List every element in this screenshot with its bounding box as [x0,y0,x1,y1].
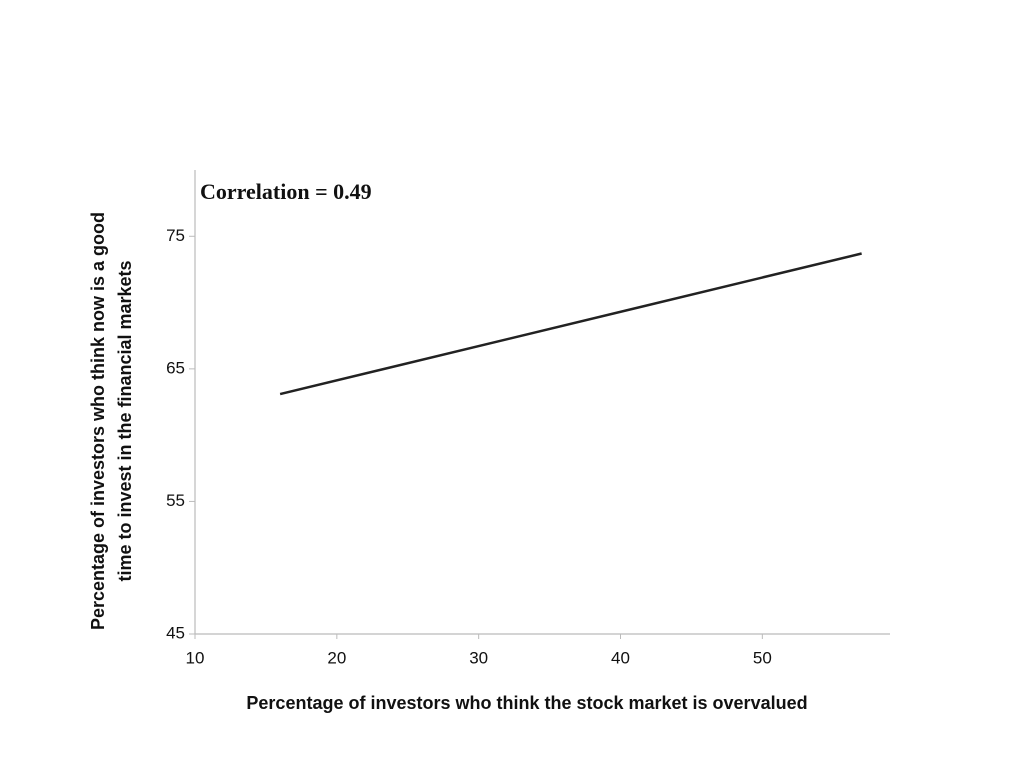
y-axis-label-line: Percentage of investors who think now is… [88,212,108,630]
y-axis-label-line: time to invest in the financial markets [115,260,135,581]
line [279,252,862,396]
y-tick-label: 45 [166,623,185,642]
y-tick-label: 55 [166,491,185,510]
y-axis-label: Percentage of investors who think now is… [88,212,135,630]
annotation: Correlation = 0.49 [200,179,372,204]
x-tick-label: 40 [611,648,630,667]
x-axis-label: Percentage of investors who think the st… [246,693,807,713]
y-tick-label: 75 [166,226,185,245]
y-tick-label: 65 [166,358,185,377]
x-tick-label: 30 [469,648,488,667]
x-tick-label: 50 [753,648,772,667]
x-tick-label: 20 [327,648,346,667]
x-tick-label: 10 [186,648,205,667]
